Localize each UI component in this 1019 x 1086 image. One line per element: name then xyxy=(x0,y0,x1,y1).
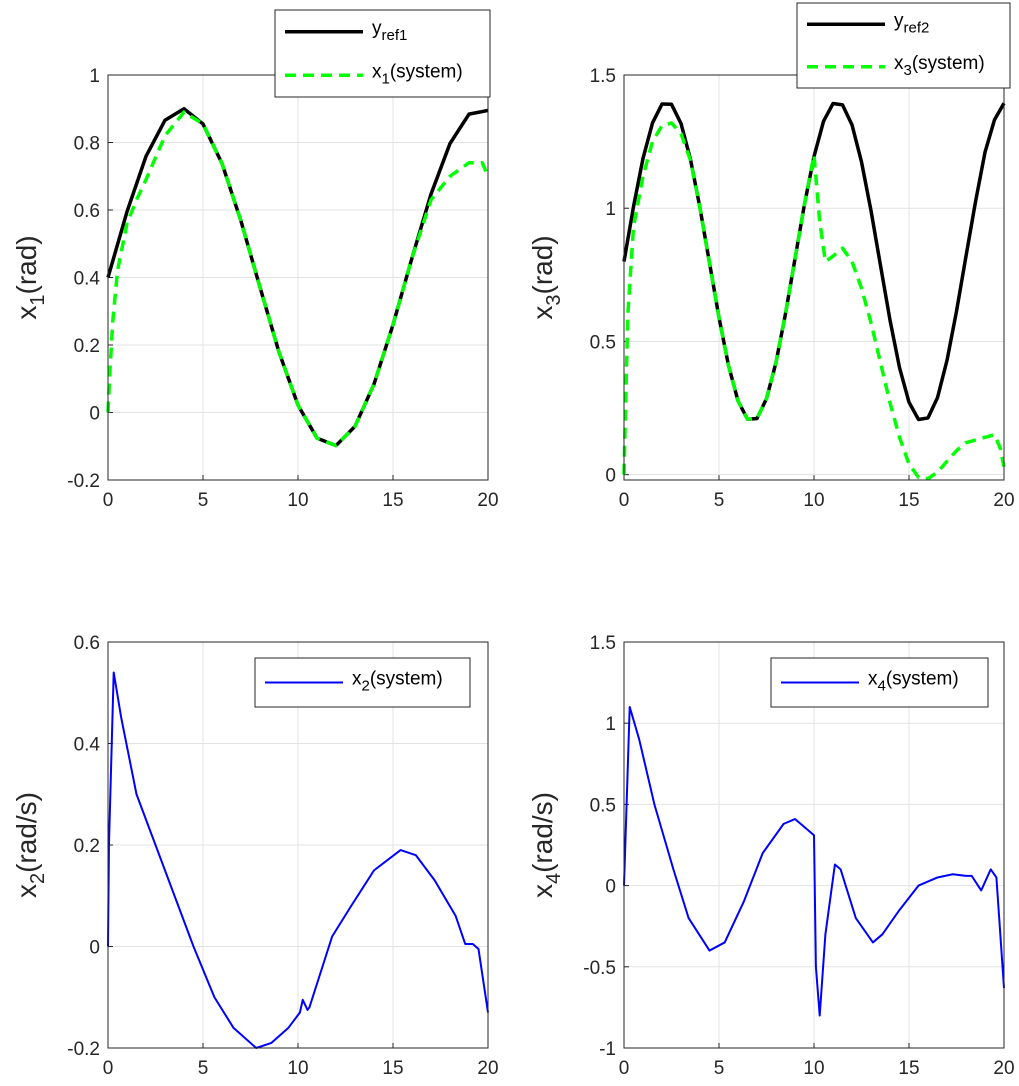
subplot: 0 5 10 15 20-0.200.20.40.6x2(rad/s)x2(system… xyxy=(11,633,499,1079)
y-tick-label: 0 xyxy=(605,466,616,487)
y-tick-label: 0.4 xyxy=(74,269,101,290)
y-axis-label-part: (rad/s) xyxy=(11,792,42,873)
legend-label-part: x xyxy=(372,61,382,82)
legend-label-part: 4 xyxy=(878,678,886,695)
legend-box xyxy=(796,2,1011,89)
legend-label-part: x xyxy=(868,669,878,690)
legend-label-part: x xyxy=(894,53,904,74)
legend-label-part: (system) xyxy=(912,53,985,74)
legend-box xyxy=(770,657,989,708)
x-tick-label: 15 xyxy=(898,1058,919,1079)
legend-box xyxy=(274,9,491,98)
x-tick-label: 15 xyxy=(898,490,919,511)
axes-box xyxy=(623,641,1005,1049)
legend-label: x2(system) xyxy=(352,669,443,695)
legend-label-part: 2 xyxy=(362,678,370,695)
legend: x2(system) xyxy=(254,657,471,708)
y-tick-label: -0.2 xyxy=(67,471,100,492)
x-tick-label: 0 xyxy=(619,1058,630,1079)
legend-label: x4(system) xyxy=(868,669,959,695)
y-tick-label: 0.2 xyxy=(74,836,100,857)
x-tick-label: 10 xyxy=(803,1058,824,1079)
x-tick-label: 20 xyxy=(993,1058,1014,1079)
y-tick-label: 0 xyxy=(89,938,100,959)
y-axis-label-part: (rad) xyxy=(11,235,42,294)
legend-label-part: (system) xyxy=(390,61,463,82)
data-line xyxy=(623,705,1005,1017)
legend-label-part: 1 xyxy=(382,70,390,87)
x-tick-label: 5 xyxy=(714,1058,725,1079)
data-line xyxy=(622,121,1006,481)
x-tick-label: 15 xyxy=(382,490,403,511)
legend-label: x3(system) xyxy=(894,53,985,79)
y-axis-label: x2(rad/s) xyxy=(11,792,49,898)
y-axis-label-part: (rad/s) xyxy=(527,792,558,873)
y-axis-label: x3(rad) xyxy=(527,235,565,319)
y-tick-label: -0.2 xyxy=(67,1039,100,1060)
y-tick-label: 0.5 xyxy=(590,795,616,816)
y-tick-label: 0.8 xyxy=(74,134,100,155)
x-tick-label: 15 xyxy=(382,1058,403,1079)
y-tick-label: 0.6 xyxy=(74,201,100,222)
y-axis-label-part: 3 xyxy=(543,295,565,306)
axes-box xyxy=(107,641,489,1049)
legend-label-part: ref2 xyxy=(904,19,930,36)
y-tick-label: 1.5 xyxy=(590,66,616,87)
y-tick-label: -0.5 xyxy=(583,958,616,979)
y-axis-label-part: 1 xyxy=(27,295,49,306)
legend-label: yref2 xyxy=(894,10,929,36)
x-tick-label: 20 xyxy=(993,490,1014,511)
y-axis-label-part: 2 xyxy=(27,873,49,884)
x-tick-label: 10 xyxy=(803,490,824,511)
legend-label-part: y xyxy=(894,10,904,31)
legend-label-part: y xyxy=(372,18,382,39)
legend-label-part: ref1 xyxy=(382,27,408,44)
y-axis-label: x1(rad) xyxy=(11,235,49,319)
x-tick-label: 10 xyxy=(287,1058,308,1079)
legend-label-part: 3 xyxy=(904,62,912,79)
x-tick-label: 5 xyxy=(714,490,725,511)
y-axis-label-part: x xyxy=(11,306,42,320)
legend-label-part: x xyxy=(352,669,362,690)
y-tick-label: 1.5 xyxy=(590,633,616,654)
x-tick-label: 0 xyxy=(103,1058,114,1079)
y-tick-label: 0 xyxy=(89,404,100,425)
legend-label: x1(system) xyxy=(372,61,463,87)
legend: x4(system) xyxy=(770,657,989,708)
y-tick-label: 0.2 xyxy=(74,336,100,357)
y-tick-label: 0.4 xyxy=(74,735,101,756)
y-tick-label: 0 xyxy=(605,877,616,898)
x-tick-label: 20 xyxy=(477,1058,498,1079)
x-tick-label: 5 xyxy=(198,490,209,511)
y-axis-label-part: x xyxy=(527,306,558,320)
y-tick-label: -1 xyxy=(599,1039,616,1060)
y-tick-label: 0.6 xyxy=(74,633,100,654)
y-tick-label: 0.5 xyxy=(590,332,616,353)
x-tick-label: 0 xyxy=(619,490,630,511)
x-tick-label: 20 xyxy=(477,490,498,511)
y-axis-label-part: x xyxy=(11,884,42,898)
legend-label-part: (system) xyxy=(886,669,959,690)
y-tick-label: 1 xyxy=(605,199,616,220)
data-line xyxy=(107,671,489,1049)
y-tick-label: 1 xyxy=(605,714,616,735)
y-axis-label-part: 4 xyxy=(543,873,565,884)
subplot: 0 5 10 15 20-1-0.500.511.5x4(rad/s)x4(system… xyxy=(527,633,1015,1079)
y-axis-label: x4(rad/s) xyxy=(527,792,565,898)
x-tick-label: 0 xyxy=(103,490,114,511)
subplot: 0 5 10 15 20-0.200.20.40.60.81x1(rad)yref1x1… xyxy=(11,9,499,511)
y-axis-label-part: x xyxy=(527,884,558,898)
x-tick-label: 5 xyxy=(198,1058,209,1079)
legend-label: yref1 xyxy=(372,18,407,44)
data-line xyxy=(106,110,490,448)
x-tick-label: 10 xyxy=(287,490,308,511)
y-tick-label: 1 xyxy=(89,66,100,87)
legend-label-part: (system) xyxy=(370,669,443,690)
y-axis-label-part: (rad) xyxy=(527,235,558,294)
